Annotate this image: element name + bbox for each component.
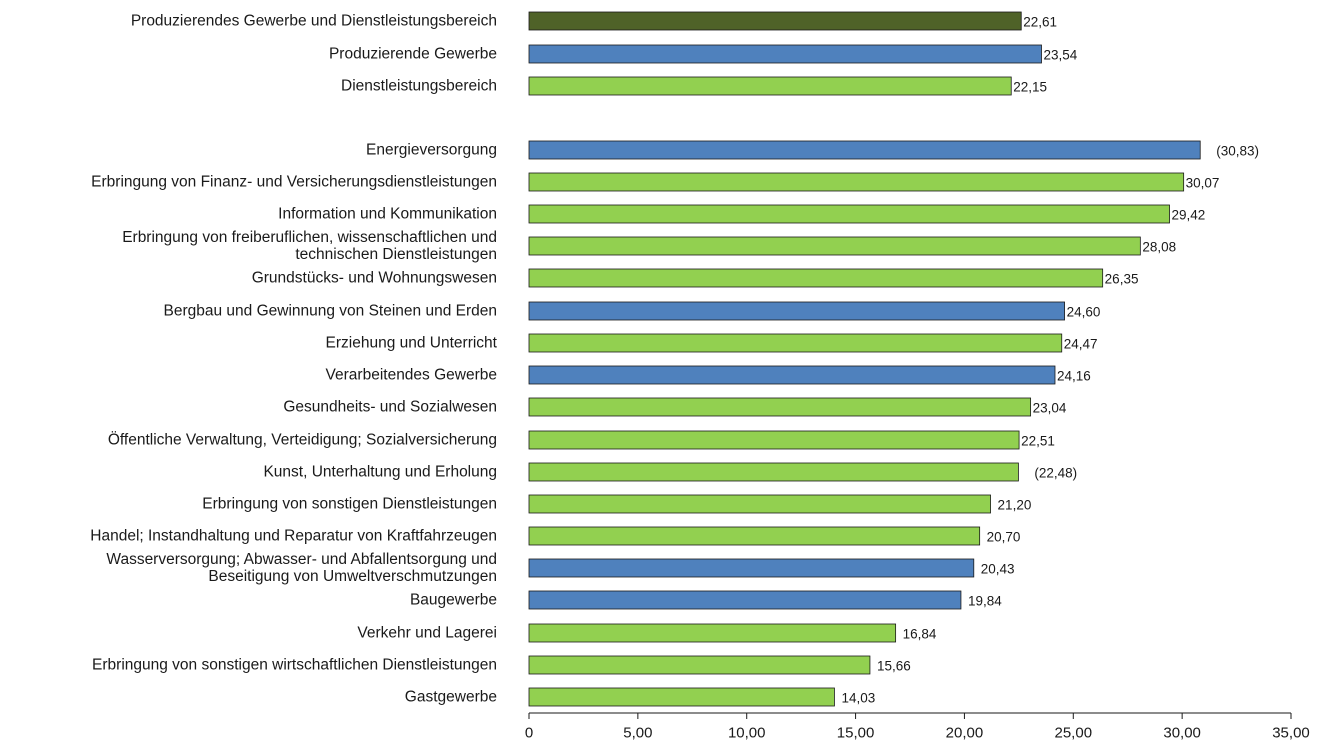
x-tick-label: 5,00: [623, 725, 652, 742]
category-label: Öffentliche Verwaltung, Verteidigung; So…: [108, 431, 497, 449]
category-label: Dienstleistungsbereich: [341, 78, 497, 95]
category-label: Verarbeitendes Gewerbe: [326, 367, 497, 384]
category-label: Produzierende Gewerbe: [329, 46, 497, 63]
category-label: Wasserversorgung; Abwasser- und Abfallen…: [106, 551, 497, 568]
bar: [528, 44, 1042, 64]
value-label: 24,16: [1057, 369, 1091, 384]
category-label: Grundstücks- und Wohnungswesen: [252, 270, 497, 287]
value-label: 22,61: [1023, 15, 1057, 30]
category-label: Erbringung von sonstigen Dienstleistunge…: [202, 496, 497, 513]
category-label: Energieversorgung: [366, 142, 497, 159]
bar: [528, 462, 1019, 482]
value-label: 19,84: [968, 594, 1002, 609]
bar: [528, 140, 1201, 160]
bar: [528, 301, 1065, 321]
value-label: 28,08: [1142, 240, 1176, 255]
category-label: Verkehr und Lagerei: [357, 625, 497, 642]
category-label: Erbringung von sonstigen wirtschaftliche…: [92, 657, 497, 674]
bars-layer: [528, 11, 1201, 707]
bar: [528, 430, 1020, 450]
category-label: Kunst, Unterhaltung und Erholung: [263, 464, 497, 481]
category-label: Information und Kommunikation: [278, 206, 497, 223]
bar: [528, 333, 1063, 353]
bar: [528, 623, 897, 643]
category-label: Baugewerbe: [410, 592, 497, 609]
bar: [528, 526, 981, 546]
value-label: 21,20: [998, 498, 1032, 513]
category-label: Produzierendes Gewerbe und Dienstleistun…: [131, 13, 497, 30]
bar: [528, 590, 962, 610]
value-label: 16,84: [903, 627, 937, 642]
category-label: Handel; Instandhaltung und Reparatur von…: [90, 528, 497, 545]
bar: [528, 268, 1104, 288]
bar: [528, 11, 1022, 31]
category-label: Erbringung von freiberuflichen, wissensc…: [122, 229, 497, 246]
category-label: Gastgewerbe: [405, 689, 497, 706]
value-label: (22,48): [1034, 466, 1077, 481]
value-label: 20,43: [981, 562, 1015, 577]
x-tick-label: 20,00: [946, 725, 984, 742]
bar: [528, 655, 871, 675]
value-label: (30,83): [1216, 144, 1259, 159]
value-label: 30,07: [1186, 176, 1220, 191]
bar: [528, 397, 1032, 417]
category-label: Beseitigung von Umweltverschmutzungen: [208, 568, 497, 585]
value-labels: 22,61 23,54 22,15 (30,83) 30,07 29,42 28,08 26,…: [841, 15, 1259, 706]
bar: [528, 76, 1012, 96]
category-label: technischen Dienstleistungen: [295, 246, 497, 263]
category-labels: Produzierendes Gewerbe und Dienstleistun…: [90, 13, 497, 706]
x-tick-label: 25,00: [1055, 725, 1093, 742]
bar: [528, 236, 1141, 256]
value-label: 14,03: [841, 691, 875, 706]
value-label: 20,70: [987, 530, 1021, 545]
category-label: Gesundheits- und Sozialwesen: [283, 399, 497, 416]
value-label: 24,47: [1064, 337, 1098, 352]
bar: [528, 687, 835, 707]
value-label: 23,54: [1043, 48, 1077, 63]
x-tick-label: 35,00: [1272, 725, 1310, 742]
value-label: 23,04: [1033, 401, 1067, 416]
bar: [528, 172, 1185, 192]
x-tick-label: 15,00: [837, 725, 875, 742]
bar: [528, 365, 1056, 385]
value-label: 29,42: [1172, 208, 1206, 223]
value-label: 24,60: [1067, 305, 1101, 320]
bar: [528, 204, 1170, 224]
bar: [528, 558, 975, 578]
value-label: 22,15: [1013, 80, 1047, 95]
bar: [528, 494, 991, 514]
x-tick-label: 0: [525, 725, 533, 742]
category-label: Bergbau und Gewinnung von Steinen und Er…: [164, 303, 498, 320]
x-tick-label: 30,00: [1163, 725, 1201, 742]
category-label: Erbringung von Finanz- und Versicherungs…: [91, 174, 497, 191]
value-label: 15,66: [877, 659, 911, 674]
x-tick-label: 10,00: [728, 725, 766, 742]
category-label: Erziehung und Unterricht: [326, 335, 498, 352]
value-label: 22,51: [1021, 434, 1055, 449]
x-axis: 0 5,00 10,00 15,00 20,00 25,00 30,00 35,00: [525, 712, 1310, 742]
value-label: 26,35: [1105, 272, 1139, 287]
